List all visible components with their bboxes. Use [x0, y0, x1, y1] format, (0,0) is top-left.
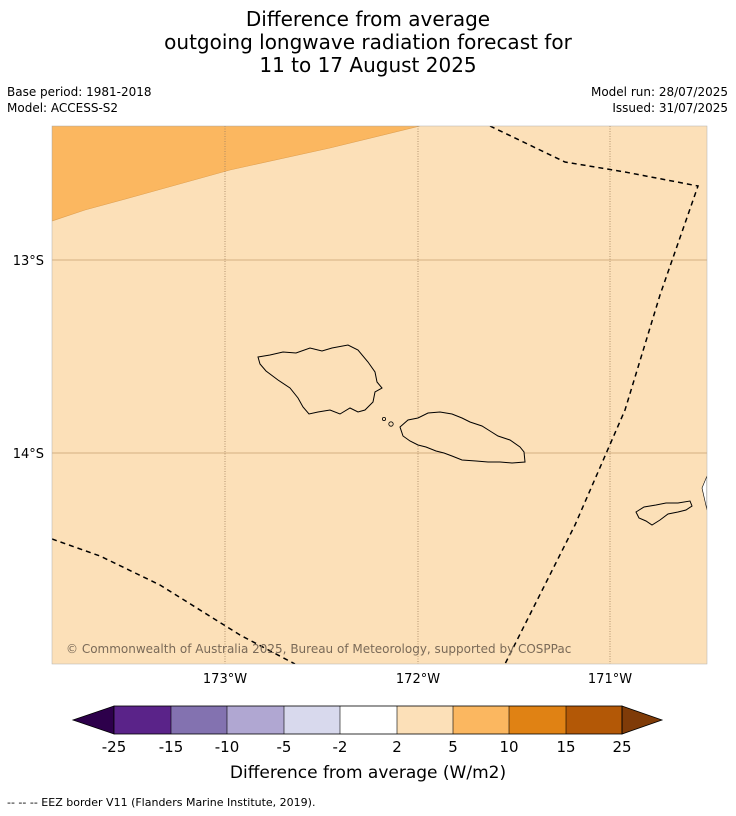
colorbar-tick-label: 25 — [612, 738, 631, 756]
colorbar-tick-label: 5 — [448, 738, 458, 756]
colorbar-bin-1 — [114, 706, 171, 734]
model-name: Model: ACCESS-S2 — [7, 101, 119, 115]
lon-tick-173w: 173°W — [203, 672, 247, 687]
colorbar-tick-label: -25 — [102, 738, 127, 756]
chart-title: Difference from average outgoing longwav… — [0, 8, 736, 77]
colorbar-bin-4 — [284, 706, 340, 734]
colorbar-bin-7 — [453, 706, 509, 734]
colorbar-tick-label: -5 — [277, 738, 292, 756]
colorbar-tick-label: 10 — [499, 738, 518, 756]
map-edge-notch — [701, 475, 707, 511]
apolima-island — [381, 416, 386, 421]
map-frame — [51, 125, 708, 665]
colorbar-tick-label: -15 — [159, 738, 184, 756]
colorbar-tick-label: -10 — [215, 738, 240, 756]
tutuila-island — [635, 500, 693, 526]
issued-date: Issued: 31/07/2025 — [612, 101, 728, 115]
meta-right: Model run: 28/07/2025 Issued: 31/07/2025 — [591, 84, 728, 116]
colorbar-bin-9 — [566, 706, 622, 734]
anomaly-field-5-to-10 — [52, 126, 421, 222]
colorbar-tick-label: 15 — [556, 738, 575, 756]
eez-border-southwest — [52, 538, 296, 664]
eez-border-east — [489, 126, 699, 664]
anomaly-field-2-to-5 — [52, 126, 707, 664]
colorbar-bin-8 — [509, 706, 566, 734]
savaii-island — [257, 344, 383, 415]
colorbar-tick-label: 2 — [392, 738, 402, 756]
colorbar-label: Difference from average (W/m2) — [230, 763, 506, 783]
colorbar-tick-label: -2 — [333, 738, 348, 756]
colorbar-frame — [113, 705, 623, 735]
lon-tick-172w: 172°W — [396, 672, 440, 687]
colorbar-extend-high — [621, 705, 664, 735]
meta-left: Base period: 1981-2018 Model: ACCESS-S2 — [7, 84, 152, 116]
title-line-3: 11 to 17 August 2025 — [259, 53, 477, 77]
colorbar-bin-6 — [397, 706, 453, 734]
map-area: © Commonwealth of Australia 2025, Bureau… — [52, 126, 707, 664]
colorbar-extend-low — [71, 705, 115, 735]
colorbar-dividers — [170, 706, 567, 734]
lon-tick-171w: 171°W — [588, 672, 632, 687]
lat-tick-13s: 13°S — [13, 254, 44, 269]
upolu-island — [399, 411, 526, 464]
lat-tick-14s: 14°S — [13, 447, 44, 462]
colorbar-bin-3 — [227, 706, 284, 734]
title-line-1: Difference from average — [245, 7, 491, 31]
colorbar: -25 -15 -10 -5 -2 2 5 10 15 25 Differenc… — [71, 705, 664, 783]
copyright-text: © Commonwealth of Australia 2025, Bureau… — [66, 642, 571, 656]
colorbar-bin-5 — [340, 706, 397, 734]
model-run: Model run: 28/07/2025 — [590, 85, 728, 99]
colorbar-bin-2 — [171, 706, 227, 734]
title-line-2: outgoing longwave radiation forecast for — [164, 30, 572, 54]
map-figure: © Commonwealth of Australia 2025, Bureau… — [13, 125, 708, 783]
base-period: Base period: 1981-2018 — [7, 85, 152, 99]
eez-footnote: -- -- -- EEZ border V11 (Flanders Marine… — [7, 796, 316, 809]
manono-island — [388, 421, 394, 427]
